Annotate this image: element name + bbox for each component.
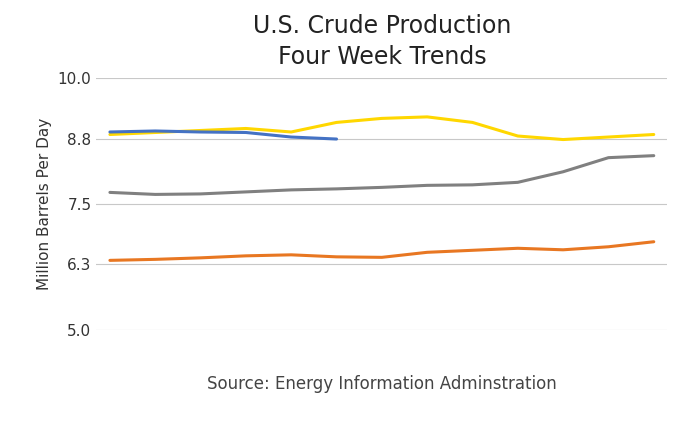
Line: 2013: 2013	[110, 242, 654, 260]
2016	[287, 135, 295, 140]
2013	[649, 239, 658, 244]
2014	[241, 189, 250, 194]
2015	[332, 120, 341, 125]
Text: Source: Energy Information Adminstration: Source: Energy Information Adminstration	[207, 375, 557, 393]
Y-axis label: Million Barrels Per Day: Million Barrels Per Day	[37, 118, 52, 290]
2014	[559, 169, 567, 174]
2013	[197, 255, 205, 260]
2014	[106, 190, 114, 195]
2016	[151, 128, 160, 134]
2013	[604, 244, 612, 250]
Line: 2016: 2016	[110, 131, 336, 139]
2015	[241, 126, 250, 131]
2015	[649, 132, 658, 137]
2015	[423, 114, 431, 119]
2014	[332, 186, 341, 191]
2016	[106, 129, 114, 135]
2014	[197, 191, 205, 197]
2015	[287, 129, 295, 135]
2016	[241, 130, 250, 135]
2015	[559, 137, 567, 142]
2013	[151, 257, 160, 262]
Title: U.S. Crude Production
Four Week Trends: U.S. Crude Production Four Week Trends	[252, 13, 511, 69]
2014	[423, 183, 431, 188]
2014	[514, 180, 522, 185]
2015	[604, 135, 612, 140]
2015	[151, 130, 160, 135]
2015	[514, 133, 522, 138]
2013	[559, 247, 567, 253]
2014	[378, 185, 386, 190]
2014	[604, 155, 612, 160]
2015	[378, 116, 386, 121]
2014	[649, 153, 658, 158]
2016	[197, 129, 205, 135]
Line: 2014: 2014	[110, 156, 654, 194]
2013	[332, 254, 341, 260]
2013	[106, 258, 114, 263]
Line: 2015: 2015	[110, 117, 654, 140]
2013	[469, 248, 477, 253]
Legend: 2013, 2014, 2015, 2016: 2013, 2014, 2015, 2016	[128, 426, 636, 434]
2014	[287, 187, 295, 193]
2013	[241, 253, 250, 258]
2016	[332, 136, 341, 141]
2014	[469, 182, 477, 187]
2013	[378, 255, 386, 260]
2013	[423, 250, 431, 255]
2013	[514, 246, 522, 251]
2015	[469, 120, 477, 125]
2014	[151, 192, 160, 197]
2013	[287, 252, 295, 257]
2015	[106, 132, 114, 137]
2015	[197, 128, 205, 133]
